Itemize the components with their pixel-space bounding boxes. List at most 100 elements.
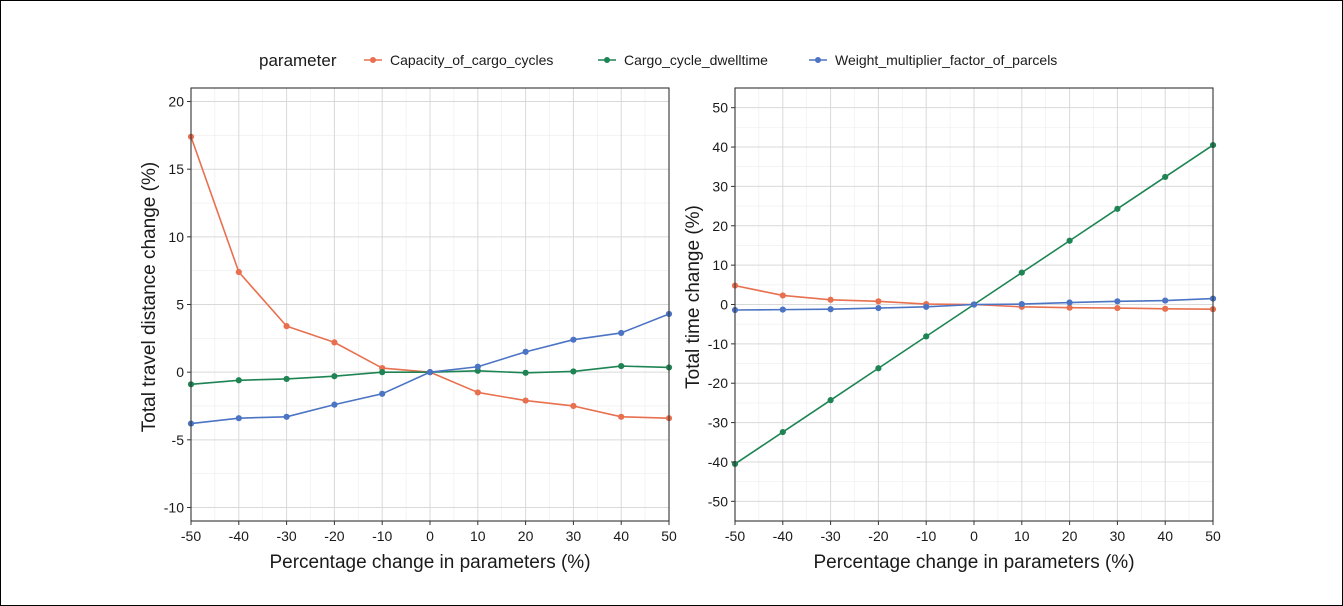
- x-tick-label: 10: [1014, 528, 1030, 544]
- data-point: [235, 415, 242, 422]
- data-point: [875, 298, 882, 305]
- x-tick-label: -50: [181, 528, 201, 544]
- data-point: [970, 301, 978, 308]
- data-point: [379, 390, 386, 397]
- data-point: [1162, 305, 1169, 312]
- data-point: [1018, 301, 1025, 308]
- right-panel: -50 -40 -30 -20 -10 0 10 20 30 40 50 -50 -40 -30 -20 -1…: [683, 87, 1221, 573]
- x-tick-label: -20: [868, 528, 888, 544]
- data-point: [1018, 269, 1025, 276]
- axes: -50 -40 -30 -20 -10 0 10 20 30 40 50-10-505101520P…: [139, 94, 677, 573]
- data-point: [1114, 304, 1121, 312]
- y-tick-label: -30: [708, 415, 728, 431]
- x-tick-label: 0: [426, 528, 434, 544]
- legend: parameter Capacity_of_cargo_cycles Cargo_…: [259, 51, 1057, 70]
- data-point: [426, 369, 434, 376]
- data-point: [1066, 237, 1073, 244]
- data-point: [235, 268, 242, 276]
- x-tick-label: -40: [773, 528, 793, 544]
- data-point: [618, 329, 625, 337]
- data-point: [779, 292, 786, 299]
- data-point: [875, 304, 882, 312]
- x-axis-title: Percentage change in parameters (%): [269, 552, 590, 573]
- x-tick-label: 50: [661, 528, 677, 544]
- y-tick-label: 10: [712, 257, 728, 273]
- y-tick-label: 20: [712, 218, 728, 234]
- x-tick-label: -50: [725, 528, 745, 544]
- x-tick-label: -20: [324, 528, 344, 544]
- data-point: [570, 336, 577, 343]
- data-point: [331, 339, 338, 346]
- x-tick-label: 40: [1157, 528, 1173, 544]
- data-point: [331, 401, 338, 408]
- data-point: [923, 333, 930, 340]
- x-axis-title: Percentage change in parameters (%): [813, 552, 1134, 573]
- series-2: [187, 310, 673, 427]
- data-point: [283, 413, 290, 420]
- y-tick-label: 30: [712, 178, 728, 194]
- x-tick-label: 20: [1062, 528, 1078, 544]
- y-tick-label: -40: [708, 454, 728, 470]
- y-tick-label: 20: [168, 94, 184, 110]
- data-point: [235, 377, 242, 384]
- x-tick-label: 30: [566, 528, 582, 544]
- y-tick-label: 0: [176, 364, 184, 380]
- legend-item-label: Weight_multiplier_factor_of_parcels: [835, 52, 1057, 68]
- x-tick-label: 0: [970, 528, 978, 544]
- data-point: [827, 296, 834, 303]
- data-point: [827, 306, 834, 313]
- data-point: [875, 365, 882, 372]
- legend-item-label: Cargo_cycle_dwelltime: [624, 52, 768, 68]
- data-point: [923, 303, 930, 310]
- x-tick-label: 30: [1110, 528, 1126, 544]
- y-tick-label: 10: [168, 229, 184, 245]
- x-tick-label: -10: [372, 528, 392, 544]
- data-point: [331, 373, 338, 380]
- gridlines: [190, 88, 670, 521]
- y-tick-label: 0: [720, 297, 728, 313]
- data-point: [379, 369, 386, 376]
- legend-title: parameter: [259, 51, 337, 70]
- data-point: [1114, 298, 1121, 305]
- data-point: [570, 402, 577, 410]
- data-point: [474, 363, 481, 370]
- data-point: [522, 369, 529, 376]
- y-axis-title: Total time change (%): [683, 205, 704, 389]
- data-point: [1162, 297, 1169, 304]
- x-tick-label: 10: [470, 528, 486, 544]
- data-point: [1066, 299, 1073, 306]
- y-tick-label: 40: [712, 139, 728, 155]
- x-tick-label: -30: [820, 528, 840, 544]
- data-point: [283, 375, 290, 383]
- data-point: [283, 323, 290, 330]
- data-point: [779, 306, 786, 313]
- y-tick-label: -10: [164, 499, 184, 515]
- data-point: [827, 397, 834, 404]
- data-point: [618, 413, 625, 420]
- y-tick-label: -10: [708, 336, 728, 352]
- x-tick-label: 50: [1205, 528, 1221, 544]
- x-tick-label: -30: [276, 528, 296, 544]
- legend-key-point: [604, 57, 610, 63]
- y-axis-title: Total travel distance change (%): [139, 162, 160, 432]
- y-tick-label: 15: [168, 161, 184, 177]
- y-tick-label: -50: [708, 493, 728, 509]
- data-point: [474, 389, 481, 396]
- y-tick-label: 50: [712, 100, 728, 116]
- x-tick-label: 40: [613, 528, 629, 544]
- series-2: [731, 295, 1217, 314]
- data-point: [1066, 304, 1073, 311]
- data-point: [522, 397, 529, 404]
- y-tick-label: 5: [176, 297, 184, 313]
- data-point: [618, 362, 625, 370]
- axes: -50 -40 -30 -20 -10 0 10 20 30 40 50 -50 -40 -30 -20 -1…: [683, 100, 1221, 573]
- x-tick-label: 20: [518, 528, 534, 544]
- legend-key-point: [815, 57, 821, 63]
- legend-item-label: Capacity_of_cargo_cycles: [390, 52, 553, 68]
- data-point: [570, 368, 577, 375]
- y-tick-label: -20: [708, 375, 728, 391]
- y-tick-label: -5: [172, 432, 185, 448]
- data-point: [779, 428, 786, 436]
- data-point: [1162, 173, 1169, 181]
